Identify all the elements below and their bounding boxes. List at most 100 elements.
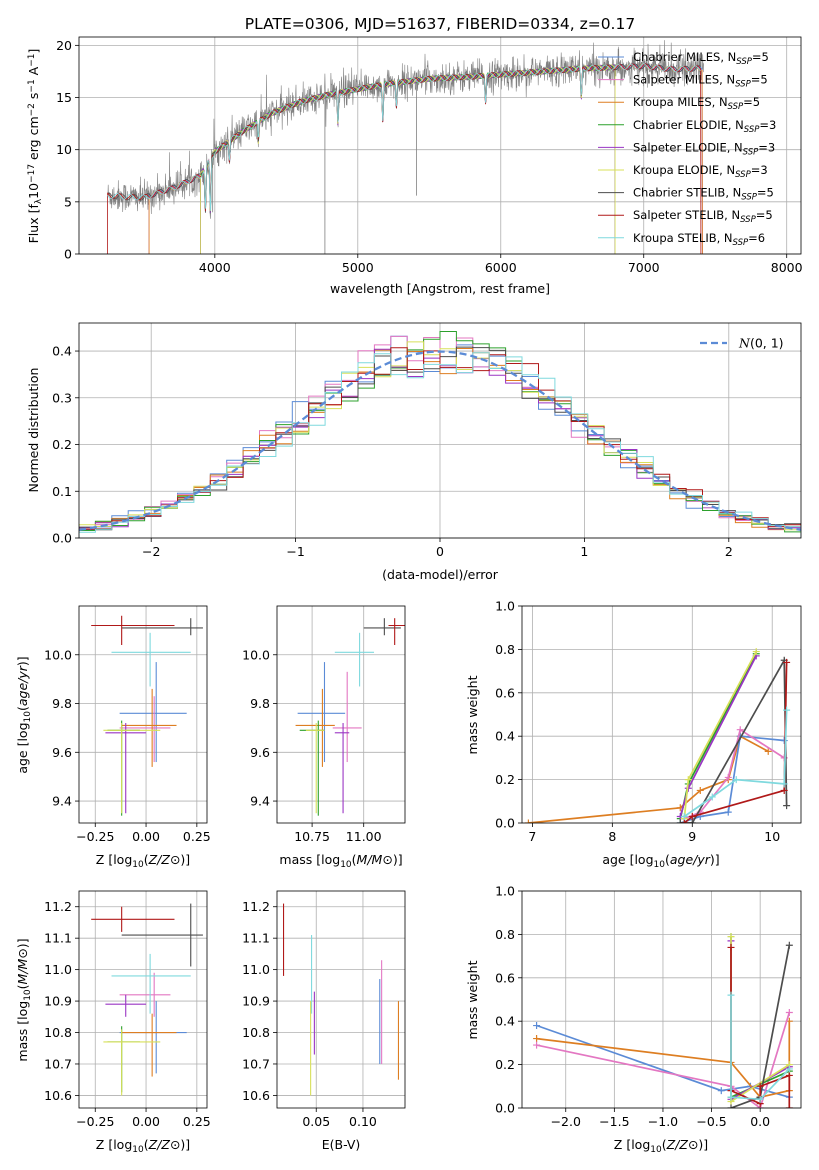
x-axis-label: Z [log10(Z/Z⊙)] (96, 1137, 190, 1155)
label-part: 10 (132, 1145, 144, 1155)
y-tick-label: 0.4 (495, 729, 515, 744)
plus-marker (524, 819, 532, 823)
label-part: −1 (27, 79, 37, 92)
label-part: )] (180, 1137, 190, 1152)
plus-marker (727, 1104, 735, 1108)
x-tick-label: −2 (142, 544, 160, 559)
legend-entry: Chabrier ELODIE, NSSP=3 (633, 118, 776, 135)
model-spectrum-line (200, 64, 616, 254)
y-tick-label: 9.6 (250, 745, 270, 760)
figure-title: PLATE=0306, MJD=51637, FIBERID=0334, z=0… (245, 15, 635, 33)
x-tick-label: 0.10 (349, 1114, 377, 1129)
legend-entry: Salpeter MILES, NSSP=5 (633, 73, 768, 90)
x-tick-label: 0.25 (183, 829, 211, 844)
x-tick-label: 9 (688, 829, 696, 844)
plus-marker (724, 808, 732, 816)
label-part: )] (698, 1137, 708, 1152)
y-axis-label: Flux [fλ10−17 erg cm−2 s−1 A−1] (26, 49, 44, 244)
legend-part: SSP (741, 192, 757, 202)
x-axis-label: (data-model)/error (382, 567, 499, 582)
x-tick-label: −1 (286, 544, 304, 559)
y-tick-label: 9.4 (250, 794, 270, 809)
x-tick-label: 5000 (342, 260, 374, 275)
plus-marker (783, 802, 791, 810)
legend-part: (0, 1) (750, 336, 784, 351)
y-tick-label: 10.6 (242, 1088, 270, 1103)
legend-part: SSP (728, 102, 744, 112)
legend-part: Salpeter ELODIE, N (633, 140, 743, 154)
panel-age-vs-mass: 10.75 11.00 9.4 9.6 9.8 10.0 mass [log10(M/M⊙)… (242, 605, 406, 870)
y-tick-label: 20 (56, 38, 72, 53)
label-part: mass [log (279, 852, 340, 867)
gaussian-curve (79, 350, 801, 531)
model-spectrum-line (107, 63, 701, 211)
axes-frame (521, 890, 802, 1109)
plot-area (91, 903, 203, 1096)
y-tick-label: 11.2 (242, 899, 270, 914)
label-part: age/yr (15, 665, 30, 706)
legend-part: Chabrier STELIB, N (633, 186, 741, 200)
x-tick-label: −0.25 (76, 829, 114, 844)
label-part: M/M⊙ (15, 948, 30, 984)
y-tick-label: 10.7 (44, 1056, 72, 1071)
legend-part: SSP (735, 79, 751, 89)
legend-part: =6 (748, 231, 765, 245)
label-part: ( (144, 1137, 149, 1152)
label-part: Flux [f (26, 204, 41, 244)
label-part: Z/Z⊙ (666, 1137, 699, 1152)
y-tick-label: 0.8 (495, 642, 515, 657)
model-spectrum-line (200, 64, 616, 254)
axes-frame (78, 322, 802, 539)
label-part: Z [log (96, 1137, 132, 1152)
label-part: 10 (23, 989, 33, 1001)
y-tick-label: 1.0 (495, 884, 515, 899)
x-tick-label: 0.0 (750, 1114, 770, 1129)
x-tick-label: 0.00 (132, 829, 160, 844)
axes-frame (78, 605, 208, 824)
y-tick-label: 0.3 (52, 390, 72, 405)
x-tick-label: 8000 (771, 260, 803, 275)
label-part: )] (393, 852, 403, 867)
plus-marker (783, 658, 791, 666)
legend-part: Salpeter MILES, N (633, 73, 735, 87)
legend-part: =5 (751, 73, 768, 87)
y-tick-label: 9.8 (250, 696, 270, 711)
axes-frame (78, 890, 208, 1109)
panel-mass-vs-ebv: 0.05 0.10 10.6 10.7 10.8 10.9 11.0 11.1 11.2 E(B-… (242, 890, 406, 1152)
y-axis-label: mass weight (465, 675, 480, 754)
legend-part: SSP (743, 147, 759, 157)
plus-marker (727, 933, 735, 941)
model-spectrum-line (200, 64, 616, 254)
plot-area (79, 331, 801, 538)
label-part: 10 (654, 860, 666, 870)
label-part: 10 (650, 1145, 662, 1155)
label-part: −17 (27, 164, 37, 183)
plus-marker (676, 819, 684, 823)
x-axis-label: Z [log10(Z/Z⊙)] (614, 1137, 708, 1155)
y-axis-label: mass [log10(M/M⊙)] (15, 938, 33, 1061)
label-part: (data-model)/error (382, 567, 499, 582)
y-tick-label: 10.0 (44, 647, 72, 662)
legend-entry: N(0, 1) (738, 336, 784, 351)
plot-area (295, 618, 405, 816)
plus-marker (727, 943, 735, 951)
series-line (730, 995, 790, 1101)
label-part: ( (15, 706, 30, 711)
x-axis-label: age [log10(age/yr)] (602, 852, 719, 870)
x-tick-label: 10 (764, 829, 780, 844)
label-part: ( (662, 1137, 667, 1152)
legend-part: Kroupa ELODIE, N (633, 163, 735, 177)
plus-marker (780, 786, 788, 794)
y-tick-label: 9.6 (52, 745, 72, 760)
x-tick-label: 10.75 (294, 829, 330, 844)
legend-part: Chabrier MILES, N (633, 50, 736, 64)
legend-part: Salpeter STELIB, N (633, 208, 740, 222)
legend-part: =3 (758, 140, 775, 154)
y-tick-label: 0.4 (52, 344, 72, 359)
label-part: 10 (23, 711, 33, 723)
y-tick-label: 11.2 (44, 899, 72, 914)
x-tick-label: 8 (608, 829, 616, 844)
y-tick-label: 10.9 (44, 994, 72, 1009)
plus-marker (752, 648, 760, 656)
